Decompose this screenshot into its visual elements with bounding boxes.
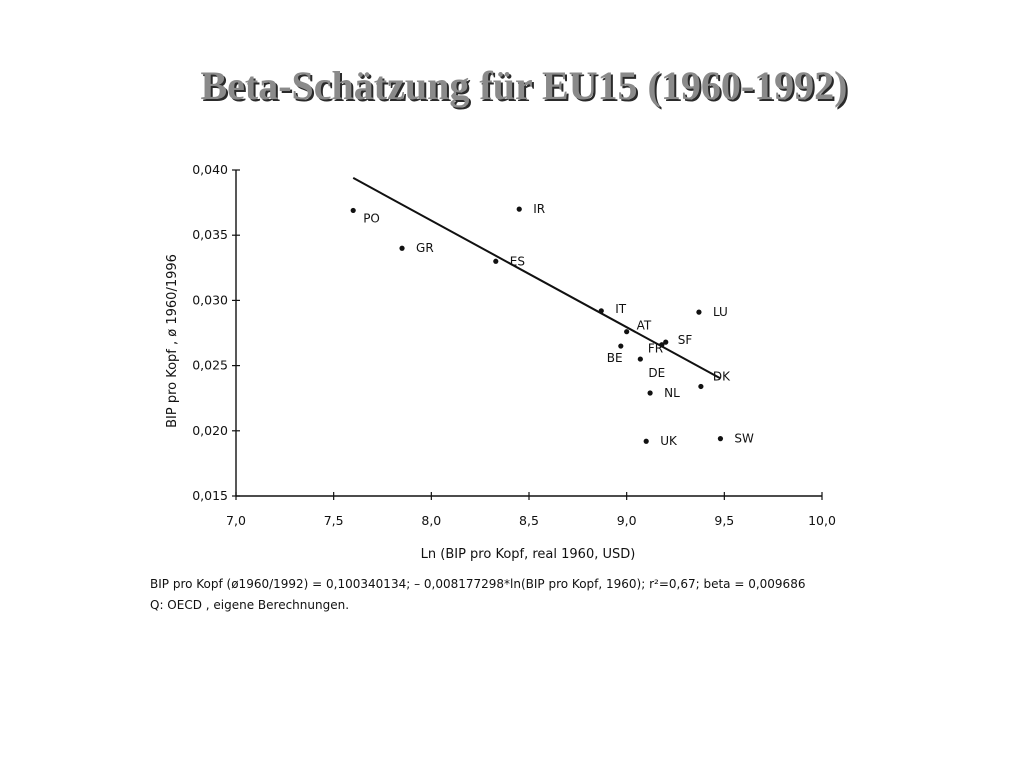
y-tick-label: 0,020: [192, 423, 228, 438]
data-point-label: AT: [637, 319, 652, 333]
x-tick-label: 7,5: [324, 513, 344, 528]
data-point-nl: [647, 390, 653, 396]
data-point-label: FR: [648, 342, 663, 356]
x-tick-label: 9,5: [714, 513, 734, 528]
y-tick-label: 0,035: [192, 227, 228, 242]
data-point-sf: [663, 339, 669, 345]
data-point-label: DK: [713, 369, 731, 383]
data-point-sw: [717, 436, 724, 442]
data-point-gr: [399, 245, 405, 251]
data-point-fr: [659, 342, 665, 348]
x-tick-label: 8,5: [519, 513, 539, 528]
chart-axes: 0,015 0,020 0,025 0,030 0,035 0,040 7,0 7,5 8,0 8…: [192, 162, 836, 528]
y-tick-label: 0,025: [192, 358, 228, 373]
data-point-ir: [516, 206, 522, 212]
data-point-label: LU: [713, 305, 728, 319]
data-point-label: PO: [363, 211, 380, 225]
chart-trendline-group: [352, 177, 721, 380]
data-point-label: IR: [533, 202, 545, 216]
x-tick-label: 7,0: [226, 513, 246, 528]
data-point-label: BE: [607, 351, 623, 365]
data-point-label: DE: [648, 366, 665, 380]
data-point-label: SF: [678, 333, 693, 347]
regression-line: [352, 177, 721, 380]
data-point-de: [637, 356, 643, 362]
data-point-uk: [643, 438, 649, 444]
data-point-label: SW: [734, 432, 754, 446]
data-point-dk: [698, 383, 704, 390]
data-point-label: GR: [416, 241, 434, 255]
slide-title: Beta-Schätzung für EU15 (1960-1992): [200, 63, 848, 108]
data-point-label: UK: [660, 434, 678, 448]
data-point-label: IT: [615, 302, 627, 316]
x-tick-label: 9,0: [617, 513, 637, 528]
chart-points-group: PO GR ES IR IT AT BE DE FR SF LU DK NL UK SW: [350, 202, 754, 448]
data-point-po: [350, 207, 356, 214]
x-tick-label: 10,0: [808, 513, 836, 528]
y-tick-label: 0,030: [192, 292, 228, 307]
x-axis-title: Ln (BIP pro Kopf, real 1960, USD): [421, 547, 636, 562]
data-point-es: [493, 258, 499, 264]
data-point-at: [624, 329, 630, 335]
x-tick-label: 8,0: [421, 513, 441, 528]
y-axis-title: BIP pro Kopf , ø 1960/1996: [165, 254, 180, 428]
y-tick-label: 0,015: [192, 488, 228, 503]
data-point-label: ES: [510, 254, 525, 268]
y-tick-label: 0,040: [192, 162, 228, 177]
data-point-it: [598, 308, 604, 314]
regression-caption: BIP pro Kopf (ø1960/1992) = 0,100340134;…: [150, 577, 806, 591]
source-caption: Q: OECD , eigene Berechnungen.: [150, 598, 350, 612]
data-point-lu: [696, 309, 702, 315]
data-point-label: NL: [664, 386, 680, 400]
data-point-be: [618, 343, 624, 349]
